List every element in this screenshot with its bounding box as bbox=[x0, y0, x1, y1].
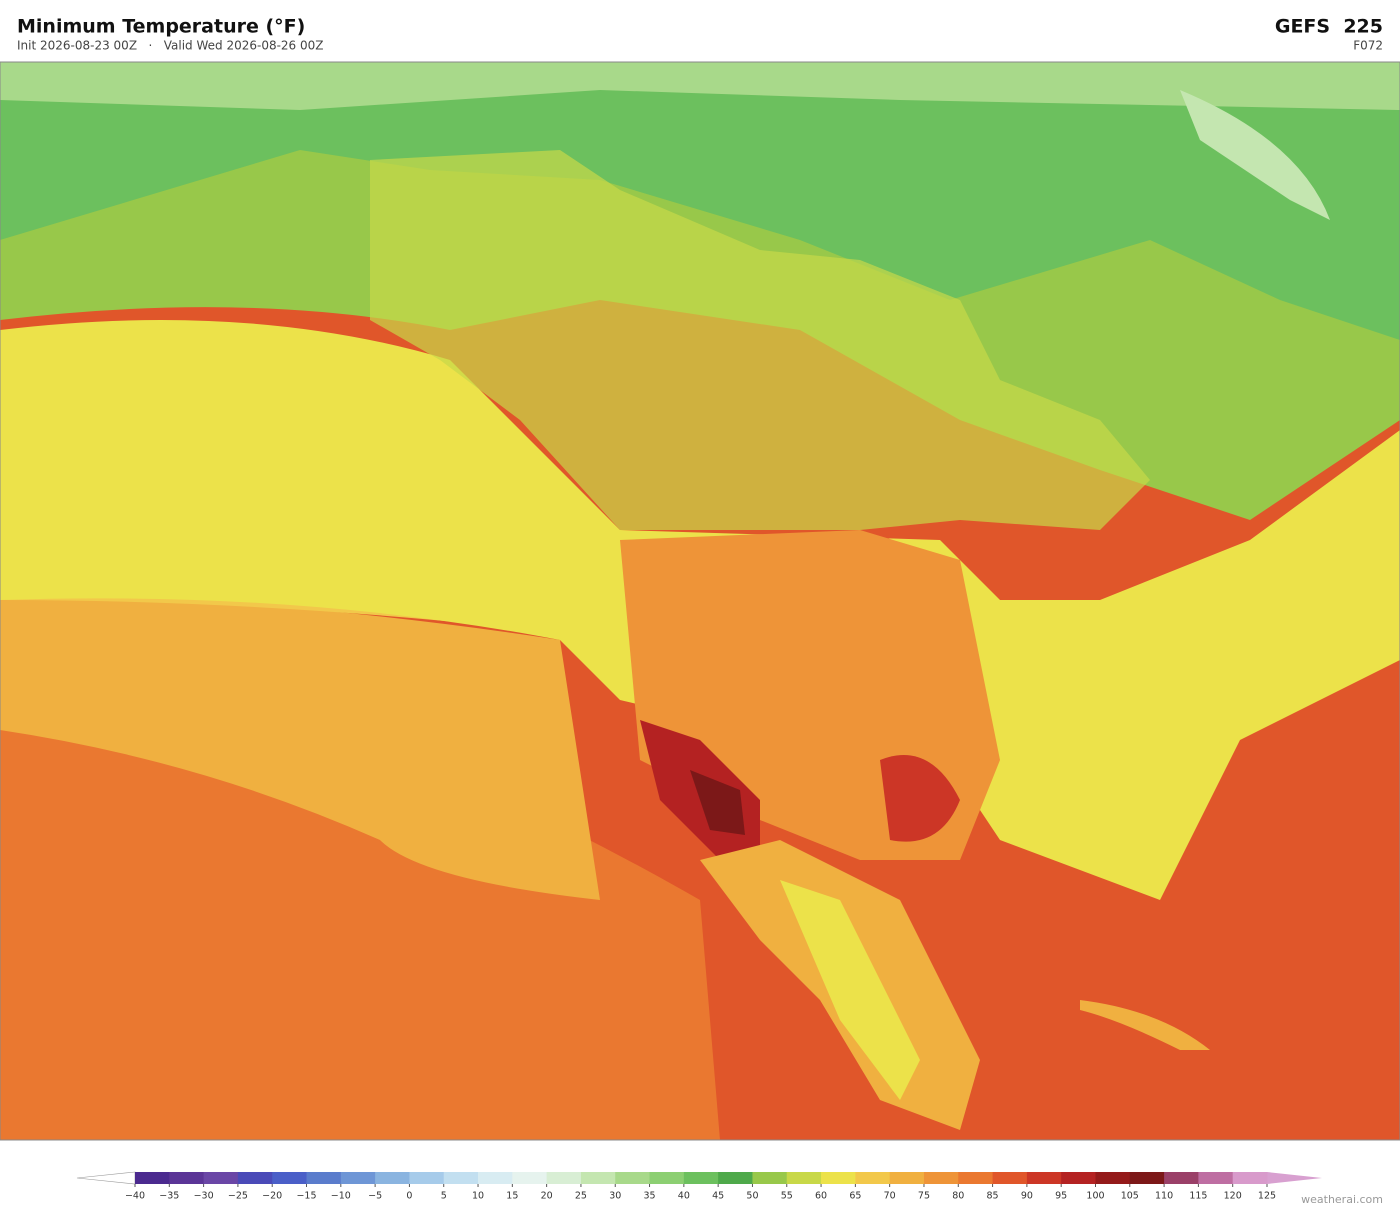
colorbar-swatch bbox=[786, 1172, 822, 1184]
colorbar-label: 40 bbox=[678, 1191, 690, 1202]
colorbar-label: −25 bbox=[228, 1191, 248, 1202]
colorbar-label: 105 bbox=[1121, 1191, 1139, 1202]
colorbar-label: 90 bbox=[1021, 1191, 1033, 1202]
colorbar-swatch bbox=[1164, 1172, 1199, 1184]
colorbar-label: 85 bbox=[987, 1191, 999, 1202]
colorbar-swatch bbox=[683, 1172, 719, 1184]
colorbar-swatch bbox=[580, 1172, 616, 1184]
colorbar-swatch bbox=[443, 1172, 479, 1184]
colorbar-label: −35 bbox=[159, 1191, 179, 1202]
colorbar-swatch bbox=[340, 1172, 376, 1184]
colorbar-swatch bbox=[375, 1172, 410, 1184]
colorbar-label: 30 bbox=[609, 1191, 621, 1202]
colorbar-label: 70 bbox=[884, 1191, 896, 1202]
colorbar-swatch bbox=[1232, 1172, 1268, 1184]
colorbar-swatch bbox=[615, 1172, 651, 1184]
colorbar-label: 50 bbox=[746, 1191, 758, 1202]
colorbar-label: −40 bbox=[125, 1191, 145, 1202]
colorbar-label: −10 bbox=[331, 1191, 351, 1202]
colorbar-label: 125 bbox=[1258, 1191, 1276, 1202]
map bbox=[0, 61, 1400, 1141]
colorbar-swatch bbox=[958, 1172, 994, 1184]
model-label: GEFS 225 bbox=[1275, 16, 1383, 38]
colorbar-label: 55 bbox=[781, 1191, 793, 1202]
colorbar-label: 100 bbox=[1086, 1191, 1104, 1202]
colorbar-swatch bbox=[409, 1172, 445, 1184]
colorbar-swatch bbox=[237, 1172, 273, 1184]
colorbar-label: 5 bbox=[441, 1191, 447, 1202]
colorbar-swatch bbox=[1129, 1172, 1165, 1184]
colorbar-label: 95 bbox=[1055, 1191, 1067, 1202]
colorbar-label: 10 bbox=[472, 1191, 484, 1202]
colorbar-swatch bbox=[889, 1172, 925, 1184]
colorbar-label: 45 bbox=[712, 1191, 724, 1202]
credit: weatherai.com bbox=[1301, 1193, 1383, 1206]
colorbar-swatch bbox=[306, 1172, 342, 1184]
colorbar-swatch bbox=[649, 1172, 685, 1184]
subtitle: Init 2026-08-23 00Z · Valid Wed 2026-08-… bbox=[17, 39, 324, 53]
colorbar-label: −15 bbox=[296, 1191, 316, 1202]
colorbar-label: 110 bbox=[1155, 1191, 1173, 1202]
colorbar-swatch bbox=[718, 1172, 753, 1184]
forecast-hour: F072 bbox=[1353, 39, 1383, 53]
colorbar-label: 65 bbox=[849, 1191, 861, 1202]
colorbar-label: 20 bbox=[541, 1191, 553, 1202]
colorbar-swatch bbox=[135, 1172, 170, 1184]
colorbar-swatch bbox=[478, 1172, 513, 1184]
colorbar-label: 80 bbox=[952, 1191, 964, 1202]
colorbar-label: 115 bbox=[1189, 1191, 1207, 1202]
colorbar-swatch bbox=[855, 1172, 891, 1184]
colorbar-label: −30 bbox=[194, 1191, 214, 1202]
colorbar-swatch bbox=[1061, 1172, 1096, 1184]
colorbar-swatch bbox=[992, 1172, 1028, 1184]
colorbar-swatch bbox=[923, 1172, 959, 1184]
colorbar-swatch bbox=[1198, 1172, 1234, 1184]
colorbar-swatch bbox=[272, 1172, 308, 1184]
colorbar-label: 35 bbox=[643, 1191, 655, 1202]
colorbar-label: 75 bbox=[918, 1191, 930, 1202]
colorbar-swatch bbox=[752, 1172, 788, 1184]
colorbar-label: 0 bbox=[406, 1191, 412, 1202]
colorbar-label: 120 bbox=[1224, 1191, 1242, 1202]
colorbar: −40 −35 −30 −25 −20 −15 −10 −5 0 5 10 15 20 25 30 35 40 4… bbox=[76, 1171, 1322, 1202]
colorbar-swatch bbox=[821, 1172, 856, 1184]
colorbar-swatch bbox=[1095, 1172, 1131, 1184]
colorbar-label: 15 bbox=[506, 1191, 518, 1202]
colorbar-label: 60 bbox=[815, 1191, 827, 1202]
colorbar-swatch bbox=[203, 1172, 239, 1184]
colorbar-high-end bbox=[1267, 1172, 1322, 1184]
colorbar-swatch bbox=[169, 1172, 205, 1184]
colorbar-swatch bbox=[512, 1172, 548, 1184]
colorbar-swatch bbox=[1026, 1172, 1062, 1184]
colorbar-label: 25 bbox=[575, 1191, 587, 1202]
colorbar-low-end bbox=[76, 1171, 136, 1185]
title: Minimum Temperature (°F) bbox=[17, 16, 305, 38]
colorbar-label: −5 bbox=[368, 1191, 382, 1202]
colorbar-swatch bbox=[546, 1172, 582, 1184]
colorbar-label: −20 bbox=[262, 1191, 282, 1202]
